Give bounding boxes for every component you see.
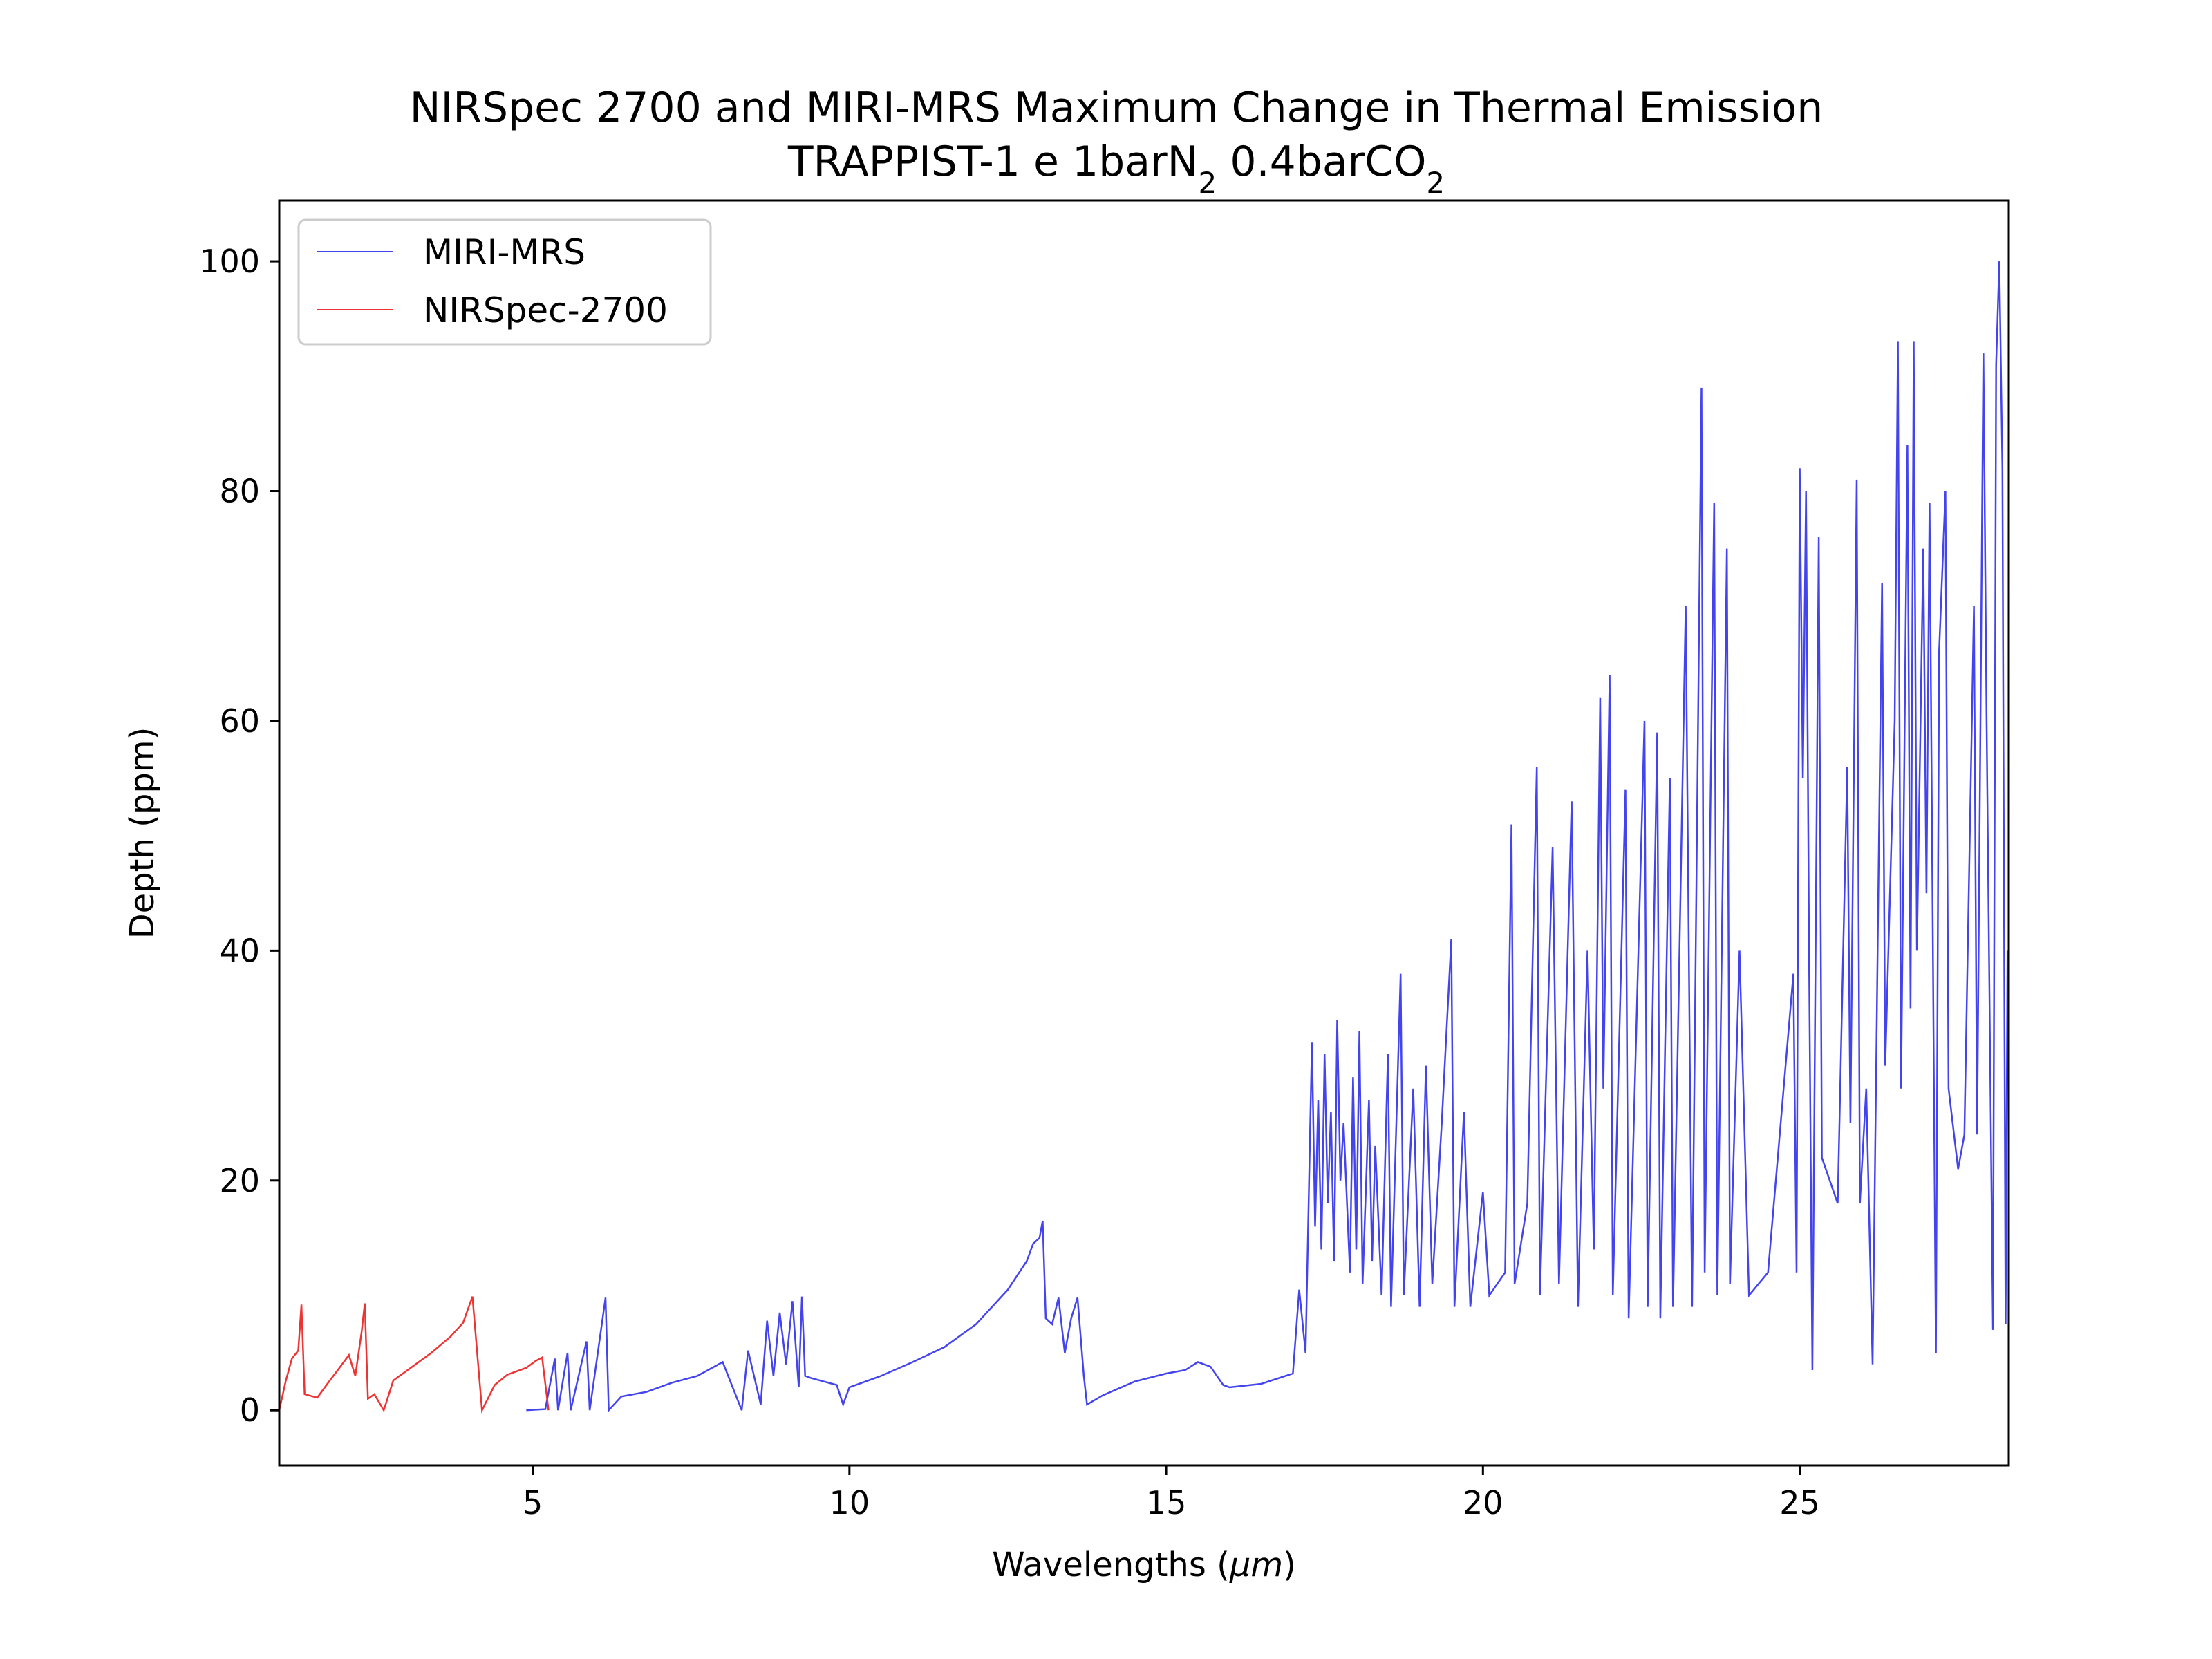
y-tick-label: 20 (219, 1162, 260, 1199)
x-tick-label: 15 (1146, 1484, 1187, 1521)
chart-subtitle: TRAPPIST-1 e 1barN2 0.4barCO2 (787, 138, 1445, 200)
y-tick-label: 60 (219, 702, 260, 740)
series-line-nirspec-2700 (278, 1296, 550, 1414)
x-tick-label: 25 (1779, 1484, 1820, 1521)
y-tick-label: 0 (240, 1391, 260, 1429)
x-axis: 5 10 15 20 25 (523, 1465, 1820, 1521)
legend: MIRI-MRS NIRSpec-2700 (297, 218, 712, 346)
legend-box (297, 218, 712, 346)
y-tick-label: 40 (219, 932, 260, 969)
y-axis-label: Depth (ppm) (123, 727, 162, 939)
subtitle-sub-2: 2 (1426, 166, 1445, 200)
subtitle-sub-1: 2 (1199, 166, 1217, 200)
chart-title: NIRSpec 2700 and MIRI-MRS Maximum Change… (410, 84, 1824, 132)
y-tick-label: 80 (219, 473, 260, 510)
x-axis-label-suffix: ) (1283, 1546, 1296, 1584)
title-block: NIRSpec 2700 and MIRI-MRS Maximum Change… (410, 84, 1824, 200)
y-tick-label: 100 (199, 243, 260, 280)
plot-area (278, 261, 2009, 1414)
legend-label-nirspec-2700: NIRSpec-2700 (423, 290, 668, 330)
x-axis-label-prefix: Wavelengths ( (992, 1546, 1230, 1584)
subtitle-middle: 0.4barCO (1217, 138, 1426, 186)
x-axis-label-unit: μm (1229, 1546, 1283, 1584)
axes-frame (278, 199, 2010, 1467)
series-line-miri-mrs (526, 261, 2009, 1413)
x-tick-label: 20 (1463, 1484, 1503, 1521)
x-axis-label: Wavelengths (μm) (992, 1546, 1296, 1584)
legend-label-miri-mrs: MIRI-MRS (423, 232, 585, 272)
x-tick-label: 10 (830, 1484, 870, 1521)
subtitle-prefix: TRAPPIST-1 e 1barN (787, 138, 1199, 186)
x-tick-label: 5 (523, 1484, 543, 1521)
y-axis: 0 20 40 60 80 100 (199, 243, 279, 1429)
